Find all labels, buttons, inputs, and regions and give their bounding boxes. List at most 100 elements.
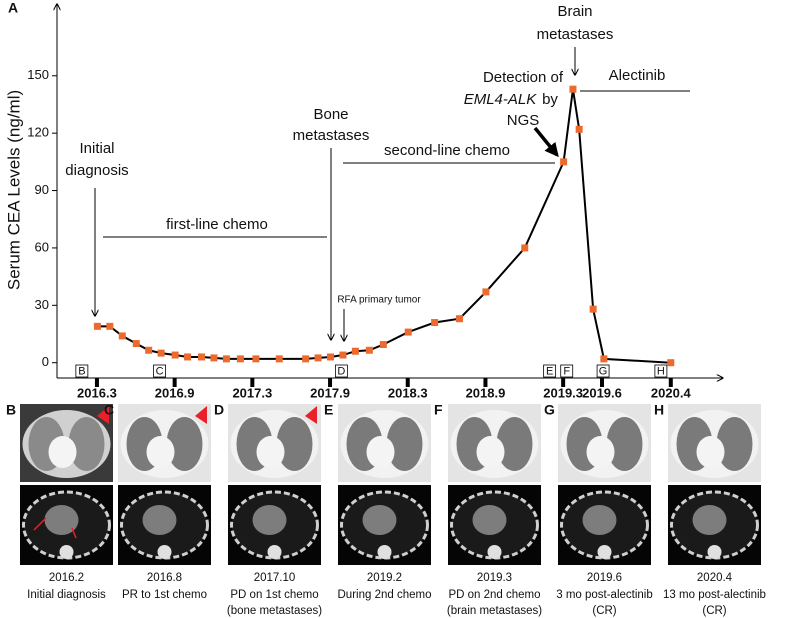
- image-marker-label: D: [337, 365, 345, 377]
- ct-spine: [59, 545, 74, 559]
- x-tick-label: 2019.3: [543, 385, 583, 400]
- image-marker-label: C: [156, 365, 164, 377]
- image-marker-label: H: [657, 365, 665, 377]
- image-marker-box: [75, 364, 89, 378]
- caption-line: PD on 1st chemo: [230, 589, 318, 601]
- data-point: [560, 158, 568, 166]
- caption-date: 2019.6: [587, 572, 622, 584]
- ct-lung-right: [68, 417, 105, 471]
- data-point: [314, 354, 322, 362]
- caption-date: 2017.10: [254, 572, 296, 584]
- image-marker-box: [596, 364, 610, 378]
- y-tick-label: 120: [27, 125, 49, 140]
- data-point: [667, 359, 675, 367]
- annotation: Alectinib: [609, 67, 666, 84]
- x-tick: [600, 378, 604, 387]
- caption-line: (brain metastases): [447, 605, 542, 617]
- image-marker-box: [654, 364, 668, 378]
- red-arrow: [33, 517, 47, 531]
- annotation: second-line chemo: [384, 142, 510, 159]
- caption-line: 13 mo post-alectinib: [663, 589, 766, 601]
- image-panel: D 2017.10 PD on 1st chemo (bone metastases): [214, 402, 322, 617]
- y-tick-label: 60: [35, 239, 49, 254]
- x-tick-label: 2016.3: [77, 385, 117, 400]
- panel-label: A: [8, 0, 18, 16]
- ct-heart: [476, 436, 505, 468]
- x-tick: [483, 378, 488, 387]
- image-panel: C 2016.8 PR to 1st chemo: [104, 402, 211, 601]
- ct-heart-soft: [44, 505, 79, 535]
- image-marker-label: G: [599, 365, 608, 377]
- ct-lung-right: [496, 417, 533, 471]
- red-arrowhead: [195, 406, 207, 424]
- x-tick-label: 2016.9: [155, 385, 195, 400]
- ct-lung-right: [166, 417, 203, 471]
- image-panel: F 2019.3 PD on 2nd chemo (brain metastases): [434, 402, 542, 617]
- image-panel: B 2016.2 Initial diagnosis: [6, 402, 113, 601]
- caption-date: 2019.3: [477, 572, 512, 584]
- annotation: RFA primary tumor: [337, 295, 421, 306]
- panel-letter: G: [544, 402, 555, 418]
- annotation: EML4-ALK: [464, 91, 538, 108]
- ct-spine: [157, 545, 172, 559]
- data-point: [482, 288, 490, 296]
- annotation: diagnosis: [65, 162, 128, 179]
- red-arrow: [71, 527, 77, 539]
- ct-spine: [487, 545, 502, 559]
- image-marker-label: F: [563, 365, 570, 377]
- image-marker-label: E: [546, 365, 553, 377]
- annotation: metastases: [293, 127, 370, 144]
- caption-date: 2016.2: [49, 572, 84, 584]
- x-tick: [328, 378, 333, 387]
- panel-letter: D: [214, 402, 224, 418]
- data-point: [404, 328, 412, 336]
- data-point: [589, 305, 597, 313]
- caption-date: 2020.4: [697, 572, 733, 584]
- y-tick-label: 30: [35, 297, 49, 312]
- caption-date: 2016.8: [147, 572, 182, 584]
- ct-spine: [597, 545, 612, 559]
- data-point: [521, 244, 529, 252]
- caption-line: (CR): [702, 605, 726, 617]
- annotation: Initial: [79, 140, 114, 157]
- panel-letter: C: [104, 402, 114, 418]
- ct-heart: [586, 436, 615, 468]
- panel-letter: H: [654, 402, 664, 418]
- x-tick: [250, 378, 255, 387]
- annotation: first-line chemo: [166, 216, 268, 233]
- data-point: [106, 322, 114, 330]
- x-tick-label: 2017.3: [232, 385, 272, 400]
- data-point: [157, 349, 165, 357]
- ct-heart-soft: [142, 505, 177, 535]
- ct-heart: [256, 436, 285, 468]
- image-marker-label: B: [78, 365, 85, 377]
- x-tick: [561, 378, 566, 387]
- data-point: [222, 355, 230, 363]
- annotation: Bone: [313, 106, 348, 123]
- ct-heart: [48, 436, 77, 468]
- data-point: [236, 355, 244, 363]
- red-arrowhead: [97, 406, 109, 424]
- y-tick-label: 150: [27, 67, 49, 82]
- panel-letter: B: [6, 402, 16, 418]
- data-point: [171, 351, 179, 359]
- annotations: Initial diagnosis first-line chemo Bone …: [65, 3, 690, 341]
- panel-letter: E: [324, 402, 333, 418]
- ct-heart: [366, 436, 395, 468]
- data-point: [365, 346, 373, 354]
- x-tick: [668, 378, 673, 387]
- caption-line: (bone metastases): [227, 605, 322, 617]
- image-panel: E 2019.2 During 2nd chemo: [324, 402, 431, 601]
- ct-heart-soft: [692, 505, 727, 535]
- ct-spine: [377, 545, 392, 559]
- y-tick-label: 90: [35, 182, 49, 197]
- x-tick-label: 2018.3: [388, 385, 428, 400]
- ct-spine: [707, 545, 722, 559]
- panel-letter: F: [434, 402, 443, 418]
- x-tick-label: 2020.4: [651, 385, 692, 400]
- annotation: metastases: [537, 26, 614, 43]
- data-point: [198, 353, 206, 361]
- x-tick-label: 2019.6: [582, 385, 622, 400]
- y-axis-label: Serum CEA Levels (ng/ml): [4, 90, 23, 290]
